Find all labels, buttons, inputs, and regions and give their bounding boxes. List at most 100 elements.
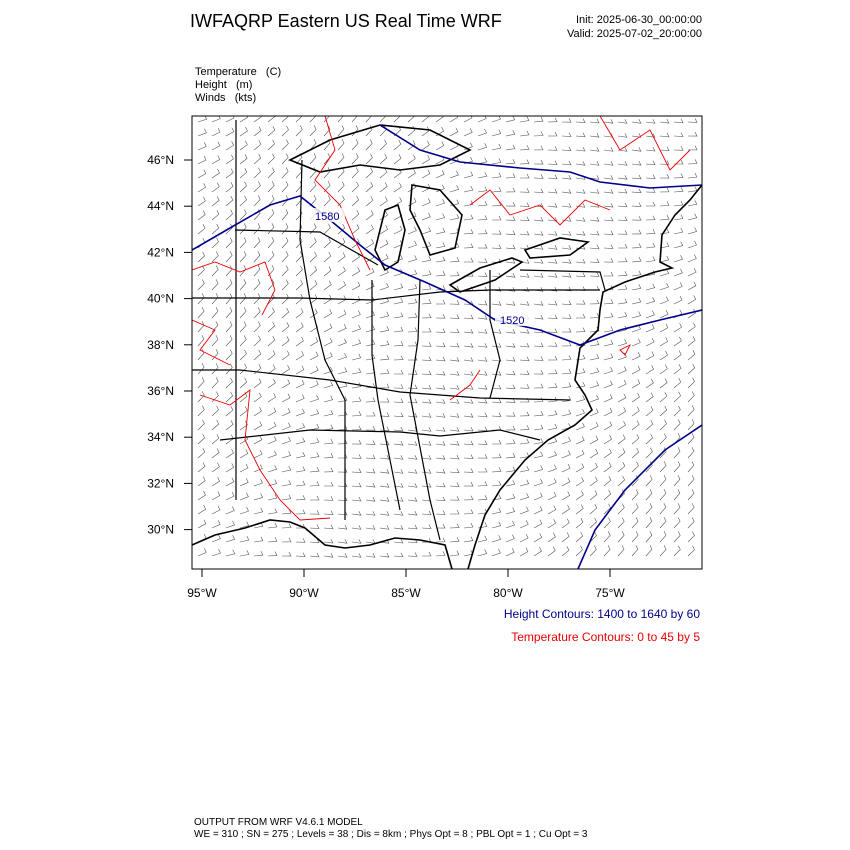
wind-barb (575, 341, 586, 347)
wind-barb (337, 153, 345, 165)
wind-barb (603, 161, 614, 166)
wind-barb (659, 378, 668, 389)
wind-barb (351, 139, 359, 151)
wind-barb (547, 369, 558, 375)
wind-barb (435, 537, 446, 543)
wind-barb (449, 156, 459, 165)
legend-height: Height Contours: 1400 to 1640 by 60 (504, 607, 700, 621)
wind-barb (547, 300, 558, 306)
wind-barb (547, 464, 557, 473)
wind-barb (337, 381, 348, 389)
wind-barb (645, 517, 653, 529)
map-frame (191, 115, 703, 570)
wind-barb (351, 224, 360, 235)
wind-barb (365, 397, 376, 403)
wind-barb (603, 230, 614, 236)
wind-barb (253, 279, 261, 291)
wind-barb (337, 510, 348, 516)
wind-barb (645, 283, 656, 291)
wind-barb (477, 116, 487, 123)
wind-barb (561, 436, 571, 445)
wind-barb (225, 549, 236, 557)
wind-barb (463, 185, 474, 193)
wind-barb (659, 282, 669, 291)
wind-barb (407, 240, 417, 249)
wind-barb (337, 125, 345, 137)
wind-barb (645, 433, 653, 445)
wind-barb (631, 297, 642, 305)
wind-barb (449, 357, 460, 362)
wind-barb (631, 406, 640, 417)
wind-barb (295, 125, 303, 137)
wind-barb (323, 424, 334, 431)
wind-barb (589, 381, 600, 389)
wind-barb (659, 545, 667, 557)
wind-barb (673, 391, 681, 403)
wind-barb (463, 257, 474, 263)
wind-barb (393, 426, 404, 432)
wind-barb (351, 195, 359, 207)
wind-barb (211, 168, 220, 179)
wind-barb (239, 335, 247, 347)
wind-barb (519, 384, 530, 389)
wind-barb (589, 435, 599, 445)
wind-barb (211, 127, 221, 137)
wind-barb (519, 547, 529, 557)
wind-barb (575, 436, 585, 445)
wind-barb (435, 242, 446, 249)
wind-barb (645, 160, 656, 166)
wind-barb (519, 145, 530, 151)
wind-barb (267, 350, 276, 361)
wind-barb (239, 237, 247, 249)
wind-barb (659, 173, 670, 179)
wind-barb (351, 425, 362, 431)
wind-barb (575, 477, 584, 487)
wind-barb (281, 293, 289, 305)
wind-barb (505, 480, 516, 487)
wind-barb (435, 299, 446, 305)
wind-barb (603, 271, 614, 277)
wind-barb (463, 440, 474, 446)
wind-barb (365, 497, 376, 502)
wind-barb (393, 525, 404, 530)
wind-barb (547, 383, 558, 389)
wind-barb (617, 175, 628, 180)
wind-barb (267, 465, 278, 473)
wind-barb (281, 237, 289, 249)
wind-barb (492, 439, 502, 445)
wind-barb (477, 535, 488, 543)
wind-barb (337, 223, 346, 235)
wind-barb (575, 258, 586, 264)
wind-barb (351, 153, 359, 165)
wind-barb (239, 209, 247, 221)
wind-barb (645, 489, 653, 501)
wind-barb (323, 438, 334, 445)
wind-barb (589, 230, 600, 236)
wind-barb (365, 354, 376, 361)
wind-barb (197, 251, 205, 263)
wind-barb (449, 509, 460, 515)
wind-barb (435, 170, 445, 179)
wind-barb (365, 282, 375, 291)
wind-barb (253, 167, 261, 179)
wind-barb (407, 298, 418, 305)
wind-barb (407, 483, 418, 488)
wind-barb (603, 394, 613, 403)
wind-barb (309, 481, 320, 487)
wind-barb (281, 336, 290, 347)
wind-barb (603, 258, 614, 263)
wind-barb (631, 119, 642, 124)
wind-barb (379, 440, 390, 446)
wind-barb (463, 536, 474, 543)
wind-barb (603, 380, 613, 389)
lon-tick-label: 95°W (187, 586, 217, 600)
wind-barb (491, 158, 502, 165)
contour-label: 1520 (500, 315, 524, 327)
wind-barb (239, 140, 248, 151)
wind-barb (239, 251, 247, 263)
wind-barb (337, 116, 344, 123)
wind-barb (589, 408, 599, 417)
wind-barb (631, 434, 640, 445)
wind-barb (575, 203, 586, 208)
wind-barb (645, 188, 656, 193)
